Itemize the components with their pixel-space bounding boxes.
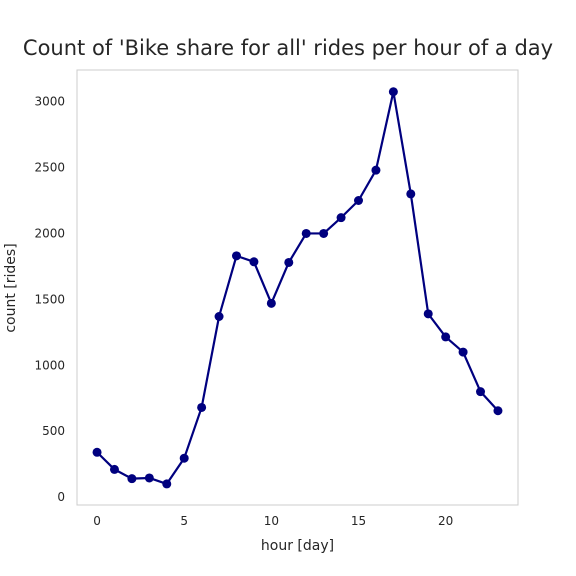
data-point [423, 309, 433, 319]
y-tick-label: 0 [57, 490, 65, 504]
data-point [284, 257, 294, 267]
chart-title: Count of 'Bike share for all' rides per … [22, 36, 554, 60]
data-point [231, 251, 241, 261]
x-tick-label: 5 [180, 514, 188, 528]
y-tick-label: 1000 [34, 358, 65, 372]
data-point [266, 298, 276, 308]
data-point [92, 447, 102, 457]
y-tick-label: 500 [42, 424, 65, 438]
y-ticks: 0 500 1000 1500 2000 2500 3000 [34, 95, 65, 504]
data-point [476, 387, 486, 397]
data-point [388, 87, 398, 97]
data-point [458, 347, 468, 357]
data-point [127, 474, 137, 484]
data-point [249, 257, 259, 267]
plot-area [76, 69, 519, 506]
data-point [109, 464, 119, 474]
data-point [179, 453, 189, 463]
data-point [371, 165, 381, 175]
y-tick-label: 3000 [34, 95, 65, 109]
data-point [406, 189, 416, 199]
x-tick-label: 10 [264, 514, 279, 528]
data-point [214, 312, 224, 321]
y-tick-label: 1500 [34, 292, 65, 306]
data-point [493, 406, 503, 416]
data-point [336, 213, 346, 223]
data-point [144, 473, 154, 483]
x-tick-label: 0 [93, 514, 101, 528]
y-tick-label: 2000 [34, 226, 65, 240]
data-point [354, 196, 364, 205]
data-point [319, 228, 329, 238]
x-axis-label: hour [day] [260, 538, 335, 554]
x-tick-label: 20 [438, 514, 453, 528]
series-layer [92, 87, 503, 489]
x-tick-label: 15 [351, 514, 366, 528]
data-point [301, 228, 311, 238]
x-ticks: 0 5 10 15 20 [93, 514, 453, 528]
data-point [162, 479, 172, 489]
y-tick-label: 2500 [34, 161, 65, 175]
data-point [197, 402, 207, 412]
data-point [441, 332, 451, 342]
